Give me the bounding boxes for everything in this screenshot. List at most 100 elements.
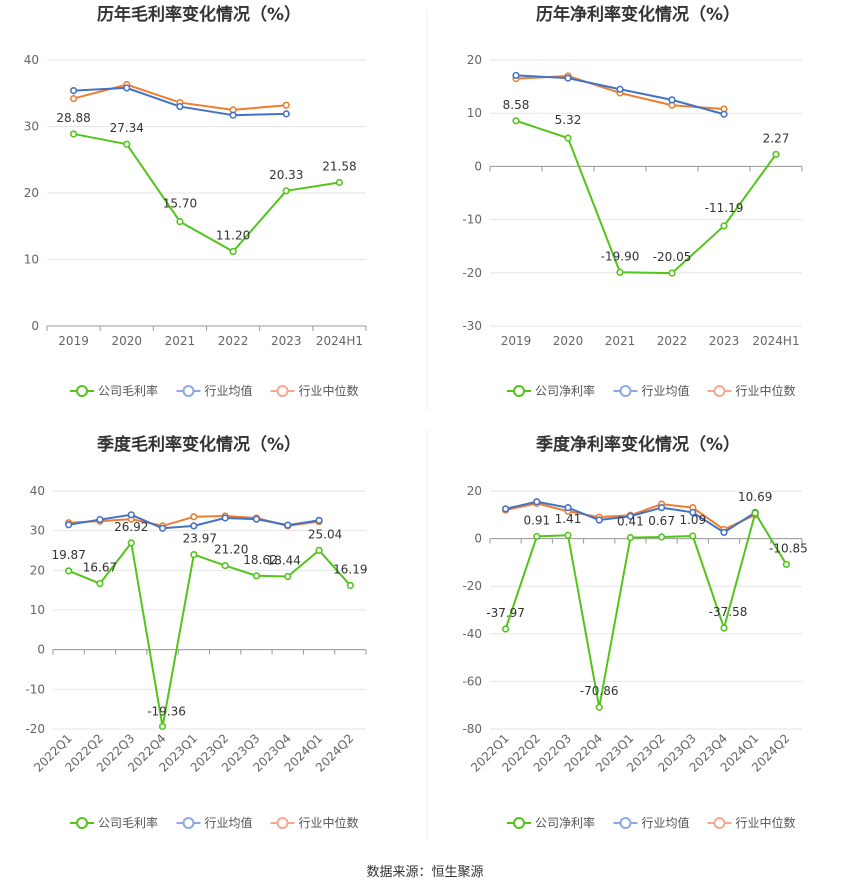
data-point: [221, 561, 229, 570]
legend-item-2: 行业均值: [613, 383, 690, 398]
data-point: [626, 534, 635, 542]
series-line-1: [73, 132, 340, 253]
legend-label: 行业中位数: [299, 815, 359, 830]
data-label: 26.92: [114, 520, 148, 534]
data-point: [284, 572, 292, 581]
data-label: 0.67: [648, 514, 675, 528]
legend-marker: [619, 385, 632, 397]
x-tick-label: 2024H1: [752, 334, 799, 348]
data-point: [252, 515, 261, 523]
data-point: [772, 150, 780, 158]
data-label: 15.70: [163, 197, 197, 211]
data-point: [176, 102, 184, 111]
data-point: [315, 546, 323, 554]
legend-marker: [182, 817, 195, 829]
data-label: 16.67: [83, 561, 117, 575]
data-point: [502, 505, 510, 513]
legend-item-2: 行业均值: [176, 815, 253, 830]
x-tick-label: 2020: [553, 334, 584, 348]
data-label: 20.33: [269, 168, 303, 182]
data-point: [595, 516, 603, 524]
data-label: 10.69: [738, 490, 772, 504]
data-point: [282, 101, 290, 109]
data-point: [720, 110, 728, 118]
data-point: [252, 572, 261, 580]
legend-label: 行业均值: [642, 815, 690, 830]
legend-item-1: 公司毛利率: [70, 383, 158, 398]
chart-panel-2: 历年净利率变化情况（%） -30 -20 -10 0 10 20 2019 2020 2021 20…: [462, 4, 803, 398]
x-tick-label: 2019: [58, 334, 89, 348]
data-label: 5.32: [555, 113, 582, 127]
y-tick-label: 40: [30, 484, 45, 498]
legend-item-2: 行业均值: [176, 383, 253, 398]
y-tick-label: -30: [462, 319, 482, 333]
legend-label: 行业中位数: [299, 383, 359, 398]
x-tick-label: 2023: [709, 334, 740, 348]
legend-marker: [182, 385, 195, 397]
y-tick-label: 20: [467, 53, 482, 67]
data-point: [221, 514, 229, 522]
legend-item-1: 公司毛利率: [70, 815, 158, 830]
x-tick-label: 2022: [218, 334, 249, 348]
y-tick-label: 20: [24, 186, 39, 200]
data-point: [123, 84, 131, 92]
y-tick-label: -80: [462, 722, 482, 736]
data-point: [720, 624, 728, 632]
data-point: [315, 516, 323, 524]
y-tick-label: -20: [462, 579, 482, 593]
chart-panel-3: 季度毛利率变化情况（%）-20-100102030402022Q12022Q22…: [25, 434, 367, 830]
data-point: [751, 509, 759, 517]
x-tick-label: 2023: [271, 334, 302, 348]
y-tick-label: -10: [25, 682, 45, 696]
data-label: 1.41: [555, 512, 582, 526]
data-label: -19.36: [147, 704, 186, 718]
data-label: 19.87: [51, 548, 85, 562]
data-label: -20.05: [653, 250, 692, 264]
data-point: [564, 504, 572, 512]
legend-marker: [276, 385, 289, 397]
chart-panel-4: 季度净利率变化情况（%）-80-60-40-200202022Q12022Q22…: [462, 434, 807, 830]
y-tick-label: 0: [474, 532, 482, 546]
data-label: -10.85: [769, 541, 808, 555]
data-point: [689, 508, 697, 517]
data-point: [123, 140, 131, 148]
data-point: [158, 524, 167, 532]
y-tick-label: -40: [462, 627, 482, 641]
data-label: 1.09: [679, 513, 706, 527]
legend-marker: [513, 385, 525, 397]
legend-marker: [276, 817, 289, 829]
y-tick-label: 10: [30, 603, 45, 617]
y-tick-label: 0: [31, 319, 39, 333]
legend-label: 行业均值: [205, 815, 253, 830]
data-label: 18.44: [267, 554, 301, 568]
data-point: [564, 74, 572, 82]
legend-item-1: 公司净利率: [507, 815, 595, 830]
data-label: 28.88: [56, 111, 90, 125]
data-point: [176, 217, 184, 226]
data-point: [720, 528, 728, 537]
y-tick-label: 30: [30, 524, 45, 538]
legend-label: 公司净利率: [535, 383, 595, 398]
data-point: [229, 111, 237, 119]
data-point: [616, 85, 624, 93]
x-tick-label: 2022: [657, 334, 688, 348]
legend-marker: [76, 385, 88, 397]
series-line-1: [515, 119, 777, 275]
y-tick-label: -20: [25, 722, 45, 736]
data-point: [782, 560, 791, 569]
data-point: [564, 134, 572, 142]
data-point: [190, 513, 198, 521]
data-point: [69, 86, 78, 95]
data-label: 0.91: [523, 513, 550, 527]
legend-item-3: 行业中位数: [270, 815, 359, 830]
chart-title: 季度毛利率变化情况（%）: [97, 434, 301, 455]
legend-label: 行业均值: [642, 383, 690, 398]
data-label: -37.97: [486, 606, 525, 620]
chart-title: 季度净利率变化情况（%）: [536, 434, 740, 455]
legend-item-3: 行业中位数: [707, 383, 796, 398]
legend-marker: [619, 817, 632, 829]
x-tick-label: 2021: [165, 334, 196, 348]
data-point: [533, 532, 541, 541]
legend-label: 公司毛利率: [98, 815, 158, 830]
